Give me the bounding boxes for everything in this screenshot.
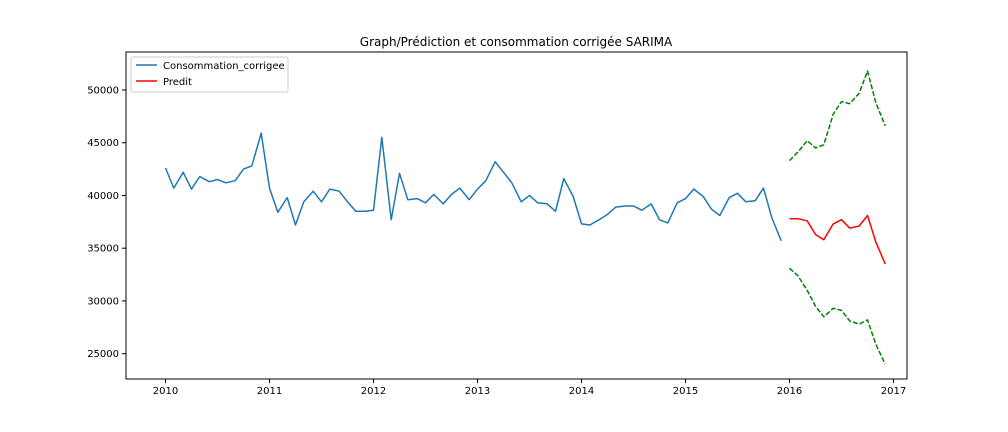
x-tick-label: 2012 <box>361 386 386 397</box>
x-tick-label: 2016 <box>777 386 802 397</box>
x-axis: 2010 2011 2012 2013 2014 2015 2016 2017 <box>153 379 906 397</box>
y-axis: 25000 30000 35000 40000 45000 50000 <box>87 85 126 360</box>
legend: Consommation_corrigee Predit <box>130 56 289 93</box>
legend-box <box>130 56 289 93</box>
series-lower-bound-line <box>789 267 886 365</box>
chart-title: Graph/Prédiction et consommation corrigé… <box>360 35 673 49</box>
x-tick-label: 2013 <box>465 386 490 397</box>
plot-area <box>125 51 908 380</box>
legend-label-consommation: Consommation_corrigee <box>163 61 285 72</box>
series-consommation-line <box>164 132 782 242</box>
y-tick-label: 45000 <box>87 138 119 149</box>
series-layer <box>164 70 886 365</box>
y-tick-label: 50000 <box>87 85 119 96</box>
x-tick-label: 2015 <box>673 386 698 397</box>
series-upper-bound-line <box>788 70 886 162</box>
legend-label-predit: Predit <box>163 77 192 88</box>
x-tick-label: 2014 <box>569 386 594 397</box>
series-predit-line <box>789 214 886 265</box>
x-tick-label: 2011 <box>257 386 282 397</box>
x-tick-label: 2017 <box>881 386 906 397</box>
y-tick-label: 25000 <box>87 349 119 360</box>
x-tick-label: 2010 <box>153 386 178 397</box>
y-tick-label: 40000 <box>87 191 119 202</box>
y-tick-label: 30000 <box>87 296 119 307</box>
y-tick-label: 35000 <box>87 244 119 255</box>
